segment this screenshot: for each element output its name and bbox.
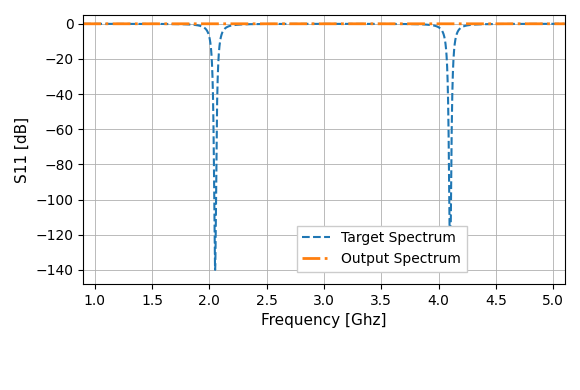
Line: Target Spectrum: Target Spectrum xyxy=(84,24,565,270)
Output Spectrum xyxy=(80,21,87,26)
Target Spectrum xyxy=(80,21,87,26)
Target Spectrum xyxy=(108,21,115,26)
X-axis label: Frequency [Ghz]: Frequency [Ghz] xyxy=(261,313,387,328)
Output Spectrum xyxy=(315,21,322,26)
Output Spectrum xyxy=(108,21,115,26)
Target Spectrum xyxy=(82,21,89,26)
Target Spectrum xyxy=(561,21,568,26)
Legend: Target Spectrum, Output Spectrum: Target Spectrum, Output Spectrum xyxy=(297,225,467,271)
Output Spectrum xyxy=(561,21,568,26)
Output Spectrum xyxy=(82,21,89,26)
Target Spectrum xyxy=(315,21,322,26)
Y-axis label: S11 [dB]: S11 [dB] xyxy=(15,116,30,183)
Output Spectrum xyxy=(174,21,181,26)
Target Spectrum xyxy=(536,21,543,26)
Target Spectrum xyxy=(100,21,107,26)
Target Spectrum xyxy=(212,268,219,272)
Target Spectrum xyxy=(174,22,181,27)
Output Spectrum xyxy=(100,21,107,26)
Output Spectrum xyxy=(536,21,543,26)
